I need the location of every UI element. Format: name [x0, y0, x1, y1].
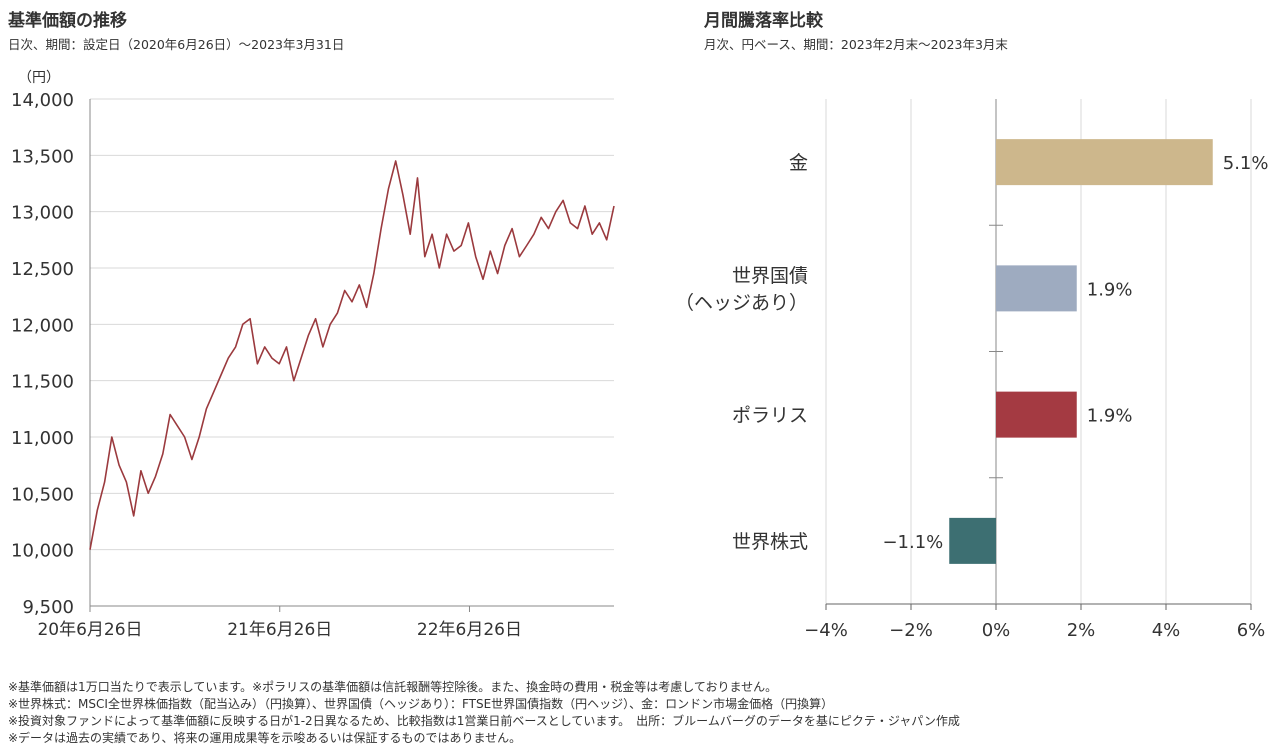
- y-tick-label: 10,500: [11, 484, 74, 505]
- y-axis-unit-label: （円）: [18, 70, 60, 86]
- bar-value-label: 5.1%: [1223, 153, 1269, 174]
- category-label: ポラリス: [732, 405, 808, 427]
- right-chart-title: 月間騰落率比較: [704, 11, 823, 31]
- monthly-return-bar-chart: −4% −2% 0% 2% 4% 6% 金 5.1% 世界国債 （ヘッジあり） 1.9% ポラリス 1.…: [675, 99, 1269, 641]
- bar-value-label: 1.9%: [1087, 406, 1133, 427]
- x-tick-label: 22年6月26日: [417, 620, 522, 640]
- bar: [996, 265, 1077, 312]
- footnote-line: ※世界株式：MSCI全世界株価指数（配当込み）（円換算）、世界国債（ヘッジあり）…: [8, 697, 834, 711]
- x-tick-label: 2%: [1067, 620, 1096, 641]
- nav-line-chart: （円） 9,500 10,000 10,500 11,000 11,500 12,000 12…: [11, 70, 615, 640]
- y-tick-label: 11,000: [11, 428, 74, 449]
- bar: [996, 139, 1213, 186]
- category-label: 世界国債: [732, 265, 808, 287]
- bar: [996, 391, 1077, 438]
- y-tick-label: 13,500: [11, 146, 74, 167]
- y-tick-label: 10,000: [11, 541, 74, 562]
- x-tick-label: −4%: [804, 620, 848, 641]
- x-tick-label: 4%: [1152, 620, 1181, 641]
- nav-series-line: [89, 160, 615, 550]
- bar-value-label: −1.1%: [882, 532, 943, 553]
- bar-value-label: 1.9%: [1087, 279, 1133, 300]
- x-tick-label: 0%: [982, 620, 1011, 641]
- y-tick-label: 11,500: [11, 372, 74, 393]
- x-tick-label: 20年6月26日: [37, 620, 142, 640]
- footnote-line: ※基準価額は1万口当たりで表示しています。※ポラリスの基準価額は信託報酬等控除後…: [8, 680, 778, 694]
- right-chart-subtitle: 月次、円ベース、期間：2023年2月末～2023年3月末: [704, 37, 1008, 52]
- category-label: 世界株式: [732, 531, 808, 553]
- left-chart-subtitle: 日次、期間：設定日（2020年6月26日）～2023年3月31日: [8, 37, 345, 52]
- footnote-line: ※データは過去の実績であり、将来の運用成果等を示唆あるいは保証するものではありま…: [8, 731, 522, 745]
- footnotes: ※基準価額は1万口当たりで表示しています。※ポラリスの基準価額は信託報酬等控除後…: [8, 679, 960, 747]
- category-label: 金: [789, 152, 808, 174]
- bar: [949, 517, 996, 564]
- left-chart-title: 基準価額の推移: [8, 11, 127, 31]
- y-tick-label: 13,000: [11, 203, 74, 224]
- x-tick-label: −2%: [889, 620, 933, 641]
- y-tick-label: 12,000: [11, 315, 74, 336]
- x-tick-label: 21年6月26日: [227, 620, 332, 640]
- y-tick-label: 14,000: [11, 90, 74, 111]
- category-label: （ヘッジあり）: [675, 292, 808, 314]
- y-tick-label: 12,500: [11, 259, 74, 280]
- y-tick-label: 9,500: [22, 597, 74, 618]
- footnote-line: ※投資対象ファンドによって基準価額に反映する日が1-2日異なるため、比較指数は1…: [8, 714, 960, 728]
- x-tick-label: 6%: [1237, 620, 1266, 641]
